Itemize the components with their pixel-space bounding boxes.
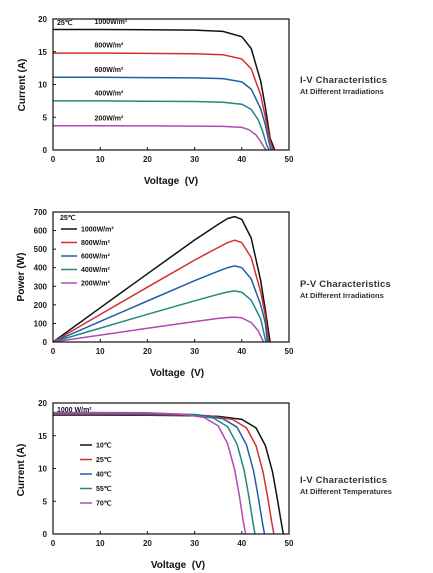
series-line xyxy=(53,125,267,151)
series-line xyxy=(52,290,267,343)
y-tick-label: 300 xyxy=(34,282,48,291)
legend-label: 400W/m² xyxy=(81,267,110,274)
series-label: 1000W/m² xyxy=(95,19,128,26)
series-line xyxy=(53,411,247,535)
y-tick-label: 700 xyxy=(34,208,48,217)
series-line xyxy=(52,316,265,343)
y-tick-label: 100 xyxy=(34,319,48,328)
iv-temperature-chart: Current (A) Voltage (V) 0 10 20 30 40 50 0 5 10 1… xyxy=(16,399,294,571)
chart-2-title: P-V Characteristics xyxy=(300,279,391,290)
x-tick-label: 20 xyxy=(143,539,152,548)
x-tick-label: 50 xyxy=(285,539,294,548)
legend-label: 55℃ xyxy=(96,485,112,493)
x-axis-title: Voltage (V) xyxy=(151,560,205,571)
temperature-note: 25℃ xyxy=(60,214,76,222)
x-tick-label: 50 xyxy=(285,347,294,356)
plot-frame xyxy=(52,211,290,343)
x-tick-label: 20 xyxy=(143,155,152,164)
chart-1-caption: I-V Characteristics At Different Irradia… xyxy=(300,75,387,96)
x-tick-label: 40 xyxy=(237,347,246,356)
y-tick-label: 400 xyxy=(34,264,48,273)
chart-1-title: I-V Characteristics xyxy=(300,75,388,86)
series-label: 800W/m² xyxy=(95,43,124,50)
legend-label: 800W/m² xyxy=(81,240,110,247)
pv-irradiation-chart: Power (W) Voltage (V) 0 10 20 30 40 500100200… xyxy=(16,208,294,379)
x-tick-label: 50 xyxy=(285,155,294,164)
y-tick-label: 0 xyxy=(43,338,48,347)
y-tick-label: 15 xyxy=(38,432,47,441)
y-tick-label: 20 xyxy=(38,399,47,408)
chart-1-subtitle: At Different Irradiations xyxy=(300,87,384,96)
chart-2-caption: P-V Characteristics At Different Irradia… xyxy=(300,279,391,300)
y-tick-label: 5 xyxy=(43,113,48,122)
y-tick-label: 0 xyxy=(43,146,48,155)
y-axis-title: Power (W) xyxy=(16,253,27,302)
y-tick-label: 5 xyxy=(43,497,48,506)
x-tick-label: 30 xyxy=(190,539,199,548)
legend-label: 1000W/m² xyxy=(81,227,114,234)
x-tick-label: 0 xyxy=(51,539,56,548)
series-line xyxy=(52,215,271,343)
series-line xyxy=(52,239,270,343)
y-tick-label: 500 xyxy=(34,245,48,254)
legend-label: 600W/m² xyxy=(81,254,110,261)
x-axis-title: Voltage (V) xyxy=(150,368,204,379)
legend-label: 200W/m² xyxy=(81,281,110,288)
irradiance-note: 1000 W/m² xyxy=(57,407,92,414)
y-tick-label: 20 xyxy=(38,15,47,24)
series-line xyxy=(53,28,276,151)
plot-frame xyxy=(52,18,290,151)
legend-label: 25℃ xyxy=(96,456,112,464)
x-tick-label: 30 xyxy=(190,347,199,356)
chart-3-subtitle: At Different Temperatures xyxy=(300,487,392,496)
x-tick-label: 0 xyxy=(51,155,56,164)
y-axis-title: Current (A) xyxy=(17,59,28,112)
series-line xyxy=(53,76,272,151)
series-line xyxy=(53,100,270,151)
legend-label: 70℃ xyxy=(96,500,112,508)
y-tick-label: 0 xyxy=(43,530,48,539)
x-axis-title: Voltage (V) xyxy=(144,176,198,187)
series-label: 600W/m² xyxy=(95,67,124,74)
y-tick-label: 15 xyxy=(38,48,47,57)
plot-frame xyxy=(52,402,290,535)
legend-label: 10℃ xyxy=(96,442,112,450)
x-tick-label: 0 xyxy=(51,347,56,356)
y-tick-label: 600 xyxy=(34,227,48,236)
legend-label: 40℃ xyxy=(96,471,112,479)
series-line xyxy=(52,265,269,343)
chart-3-caption: I-V Characteristics At Different Tempera… xyxy=(300,475,392,496)
chart-3-title: I-V Characteristics xyxy=(300,475,388,486)
series-label: 400W/m² xyxy=(95,90,124,97)
chart-2-subtitle: At Different Irradiations xyxy=(300,291,384,300)
x-tick-label: 10 xyxy=(96,347,105,356)
iv-irradiation-chart: Current (A) Voltage (V) 0 10 20 30 40 50 0 5 10 1… xyxy=(17,15,294,187)
x-tick-label: 40 xyxy=(237,539,246,548)
x-tick-label: 10 xyxy=(96,155,105,164)
y-axis-title: Current (A) xyxy=(16,444,27,497)
y-tick-label: 10 xyxy=(38,81,47,90)
series-line xyxy=(53,52,274,151)
x-tick-label: 10 xyxy=(96,539,105,548)
x-tick-label: 40 xyxy=(237,155,246,164)
series-label: 200W/m² xyxy=(95,115,124,122)
temperature-note: 25℃ xyxy=(57,19,73,27)
y-tick-label: 200 xyxy=(34,301,48,310)
x-tick-label: 30 xyxy=(190,155,199,164)
x-tick-label: 20 xyxy=(143,347,152,356)
y-tick-label: 10 xyxy=(38,465,47,474)
